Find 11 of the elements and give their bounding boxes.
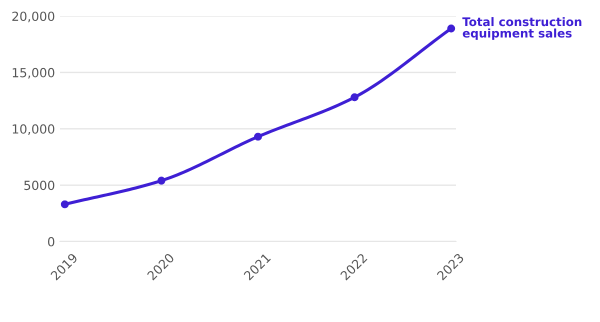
point [60, 200, 69, 208]
series-label: Total construction equipment sales [462, 17, 582, 40]
y-tick-label: 0 [48, 236, 54, 246]
y-tick-label: 15,000 [12, 68, 54, 79]
y-tick-label: 20,000 [12, 12, 54, 22]
point [447, 24, 456, 32]
point [254, 132, 262, 141]
point [157, 176, 166, 185]
point [350, 93, 359, 102]
y-tick-label: 10,000 [12, 124, 54, 135]
y-tick-label: 5000 [24, 180, 54, 190]
